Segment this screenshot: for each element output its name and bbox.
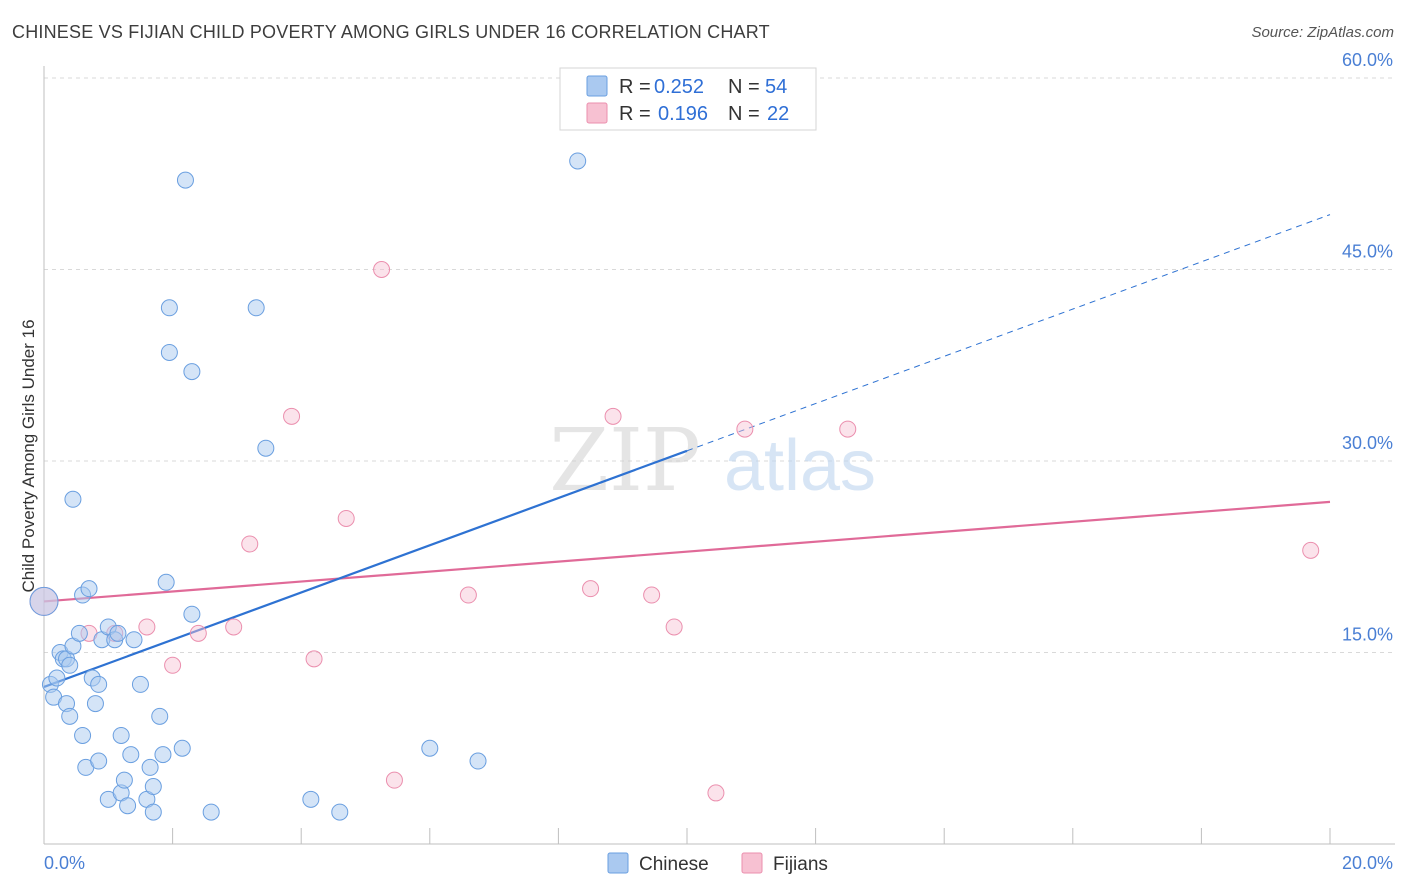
trend-line-chinese	[43, 449, 688, 689]
point-chinese	[61, 707, 79, 725]
point-chinese	[141, 758, 159, 776]
point-fijians	[665, 618, 683, 636]
point-fijians	[225, 618, 243, 636]
point-chinese	[160, 299, 178, 317]
point-chinese	[160, 343, 178, 361]
point-chinese	[64, 490, 82, 508]
trend-lines	[43, 214, 1331, 689]
legend-top: R = 0.252 N = 54 R = 0.196 N = 22	[559, 67, 817, 131]
point-fijians	[582, 580, 600, 598]
point-chinese	[247, 299, 265, 317]
point-chinese	[80, 580, 98, 598]
legend-bottom-swatch-fijians	[741, 852, 763, 874]
point-chinese	[257, 439, 275, 457]
point-chinese	[74, 726, 92, 744]
point-chinese	[144, 778, 162, 796]
legend-bottom-label-fijians: Fijians	[773, 854, 828, 875]
grid-lines	[43, 66, 1395, 845]
point-fijians	[337, 509, 355, 527]
point-chinese	[131, 675, 149, 693]
legend-r-label-fijians: R =	[619, 103, 651, 125]
point-chinese	[469, 752, 487, 770]
legend-n-value-chinese: 54	[765, 76, 787, 98]
point-fijians	[138, 618, 156, 636]
data-points	[29, 152, 1320, 821]
y-tick-label-60: 60.0%	[1342, 50, 1393, 70]
point-chinese	[331, 803, 349, 821]
point-chinese	[144, 803, 162, 821]
point-chinese	[70, 624, 88, 642]
point-fijians	[459, 586, 477, 604]
point-chinese	[183, 605, 201, 623]
y-axis-title: Child Poverty Among Girls Under 16	[19, 319, 38, 592]
point-fijians	[305, 650, 323, 668]
point-chinese	[122, 746, 140, 764]
trend-line-chinese-extrapolated	[686, 214, 1331, 452]
point-chinese	[151, 707, 169, 725]
point-chinese	[202, 803, 220, 821]
trend-line-fijians	[43, 500, 1331, 603]
legend-swatch-chinese	[586, 75, 608, 97]
legend-bottom-swatch-chinese	[607, 852, 629, 874]
legend-r-value-fijians: 0.196	[658, 103, 708, 125]
y-tick-label-45: 45.0%	[1342, 242, 1393, 262]
point-fijians	[164, 656, 182, 674]
watermark-zip: ZIP	[549, 411, 701, 511]
point-chinese	[154, 746, 172, 764]
chart-source: Source: ZipAtlas.com	[1251, 24, 1394, 41]
point-fijians	[736, 420, 754, 438]
legend-n-value-fijians: 22	[767, 103, 789, 125]
point-fijians	[604, 407, 622, 425]
point-chinese	[109, 624, 127, 642]
point-chinese	[125, 631, 143, 649]
point-fijians	[643, 586, 661, 604]
point-chinese	[421, 739, 439, 757]
point-fijians	[1302, 541, 1320, 559]
point-chinese	[29, 586, 59, 616]
legend-n-label-chinese: N =	[728, 76, 760, 98]
legend-bottom: Chinese Fijians	[607, 852, 828, 875]
point-fijians	[241, 535, 259, 553]
point-fijians	[189, 624, 207, 642]
point-chinese	[119, 797, 137, 815]
point-fijians	[839, 420, 857, 438]
point-chinese	[157, 573, 175, 591]
watermark-atlas: atlas	[724, 426, 876, 506]
point-chinese	[61, 656, 79, 674]
y-tick-label-30: 30.0%	[1342, 433, 1393, 453]
point-chinese	[48, 669, 66, 687]
point-chinese	[112, 726, 130, 744]
legend-n-label-fijians: N =	[728, 103, 760, 125]
point-chinese	[90, 752, 108, 770]
legend-r-label-chinese: R =	[619, 76, 651, 98]
point-chinese	[183, 363, 201, 381]
y-tick-label-15: 15.0%	[1342, 625, 1393, 645]
point-fijians	[373, 261, 391, 278]
point-chinese	[173, 739, 191, 757]
point-chinese	[90, 675, 108, 693]
point-chinese	[569, 152, 587, 170]
legend-bottom-label-chinese: Chinese	[639, 854, 709, 875]
x-tick-label-min: 0.0%	[44, 853, 85, 873]
point-chinese	[176, 171, 194, 189]
point-chinese	[86, 695, 104, 713]
point-chinese	[302, 790, 320, 808]
x-tick-marks	[43, 828, 1331, 844]
point-fijians	[707, 784, 725, 802]
legend-swatch-fijians	[586, 102, 608, 124]
x-tick-label-max: 20.0%	[1342, 853, 1393, 873]
point-chinese	[115, 771, 133, 789]
point-fijians	[283, 407, 301, 425]
legend-r-value-chinese: 0.252	[654, 76, 704, 98]
point-fijians	[385, 771, 403, 789]
chart-title: CHINESE VS FIJIAN CHILD POVERTY AMONG GI…	[12, 22, 770, 42]
